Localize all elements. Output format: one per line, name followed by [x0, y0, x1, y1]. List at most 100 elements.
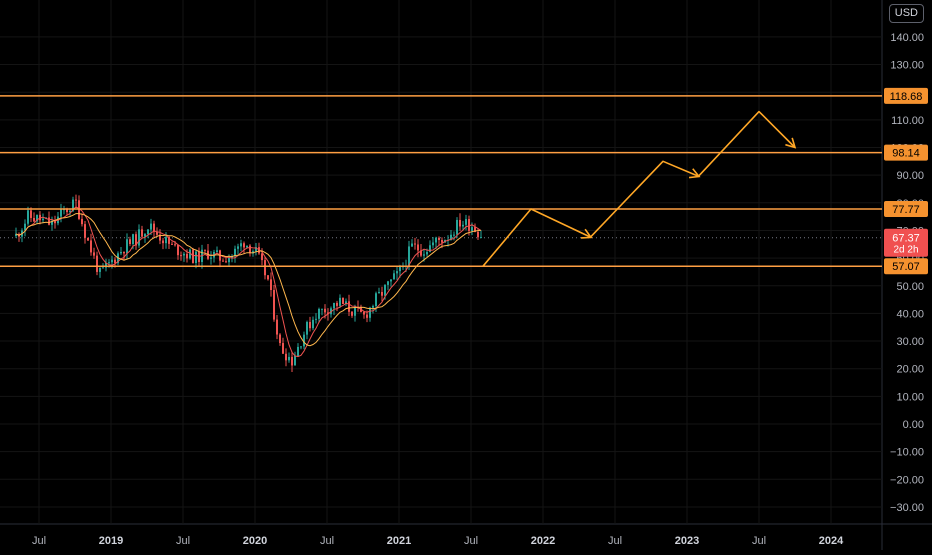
candle: [144, 232, 146, 243]
candle-body: [204, 249, 206, 251]
candle: [90, 233, 92, 256]
candle-body: [183, 253, 185, 256]
candle-body: [369, 307, 371, 318]
candle-body: [153, 223, 155, 232]
candle: [243, 241, 245, 255]
candle-body: [345, 301, 347, 304]
candle: [63, 205, 65, 215]
candle-body: [33, 217, 35, 222]
candle-body: [366, 314, 368, 318]
candle-body: [285, 353, 287, 361]
candle: [465, 214, 467, 231]
candle: [462, 220, 464, 231]
candle: [183, 252, 185, 262]
candle: [273, 284, 275, 322]
candle: [297, 343, 299, 357]
candle: [126, 233, 128, 260]
level-label-box: [884, 258, 928, 275]
candle: [459, 213, 461, 231]
candle-body: [147, 229, 149, 235]
price-axis[interactable]: 140.00130.00120.00110.00100.0090.0080.00…: [884, 32, 928, 514]
candle-body: [120, 252, 122, 254]
candle: [294, 351, 296, 366]
candle: [141, 225, 143, 239]
candle-body: [399, 266, 401, 272]
candle: [348, 294, 350, 316]
time-axis[interactable]: Jul 2019 Jul 2020 Jul 2021 Jul 2022 Jul 2023 Jul 20…: [32, 535, 844, 547]
candle: [210, 251, 212, 265]
candle: [135, 231, 137, 250]
candle-body: [123, 252, 125, 254]
candle-body: [156, 231, 158, 235]
candle: [435, 236, 437, 249]
candle: [225, 256, 227, 264]
candle-body: [453, 234, 455, 236]
level-label-box: [884, 144, 928, 161]
candle-body: [411, 243, 413, 247]
candle: [285, 348, 287, 367]
candle-body: [264, 260, 266, 276]
candle-body: [333, 302, 335, 309]
candle-body: [114, 259, 116, 264]
y-tick-label: −30.00: [890, 502, 924, 514]
candle-body: [396, 271, 398, 274]
candle-body: [306, 322, 308, 335]
candle-body: [354, 306, 356, 316]
moving-average-fast: [15, 206, 482, 358]
candle: [390, 279, 392, 287]
x-tick-label: Jul: [320, 535, 334, 547]
candle: [288, 352, 290, 363]
candle-body: [297, 346, 299, 356]
candle-body: [435, 237, 437, 243]
candle-body: [267, 275, 269, 280]
last-price-label: 67.37: [892, 233, 920, 245]
candle-body: [75, 199, 77, 201]
candle: [396, 265, 398, 280]
candle: [276, 314, 278, 340]
candle-body: [87, 237, 89, 241]
candle: [414, 237, 416, 250]
candle: [393, 270, 395, 280]
candle: [318, 307, 320, 323]
last-price-box: [884, 228, 928, 257]
candle-body: [303, 334, 305, 347]
candle-body: [477, 231, 479, 238]
candle-body: [420, 250, 422, 256]
currency-button[interactable]: USD: [888, 4, 924, 23]
candle: [87, 237, 89, 241]
candle-body: [276, 319, 278, 335]
y-tick-label: 130.00: [890, 60, 924, 72]
candle: [255, 242, 257, 256]
candle-body: [342, 297, 344, 304]
candle: [99, 267, 101, 278]
candle: [303, 331, 305, 350]
candle-body: [417, 244, 419, 251]
candle: [138, 224, 140, 248]
candle: [363, 310, 365, 319]
candle-body: [387, 281, 389, 285]
candle: [51, 216, 53, 231]
candle: [54, 215, 56, 229]
projection-path[interactable]: [698, 110, 796, 177]
candle-body: [462, 224, 464, 227]
candle: [159, 229, 161, 245]
candle-body: [249, 245, 251, 254]
candle-body: [93, 252, 95, 256]
candle-body: [414, 243, 416, 245]
candle-body: [471, 227, 473, 231]
y-tick-label: 110.00: [891, 115, 924, 127]
x-tick-label: 2021: [387, 535, 411, 547]
projection-path[interactable]: [482, 208, 592, 267]
x-tick-label: Jul: [752, 535, 766, 547]
candle-body: [300, 346, 302, 348]
candle-body: [15, 233, 17, 236]
y-tick-label: 20.00: [896, 364, 924, 376]
candle-body: [126, 239, 128, 254]
candle-body: [390, 279, 392, 282]
candle: [195, 249, 197, 269]
candle-body: [480, 237, 482, 239]
candle-body: [312, 319, 314, 329]
projection-path[interactable]: [590, 160, 700, 238]
